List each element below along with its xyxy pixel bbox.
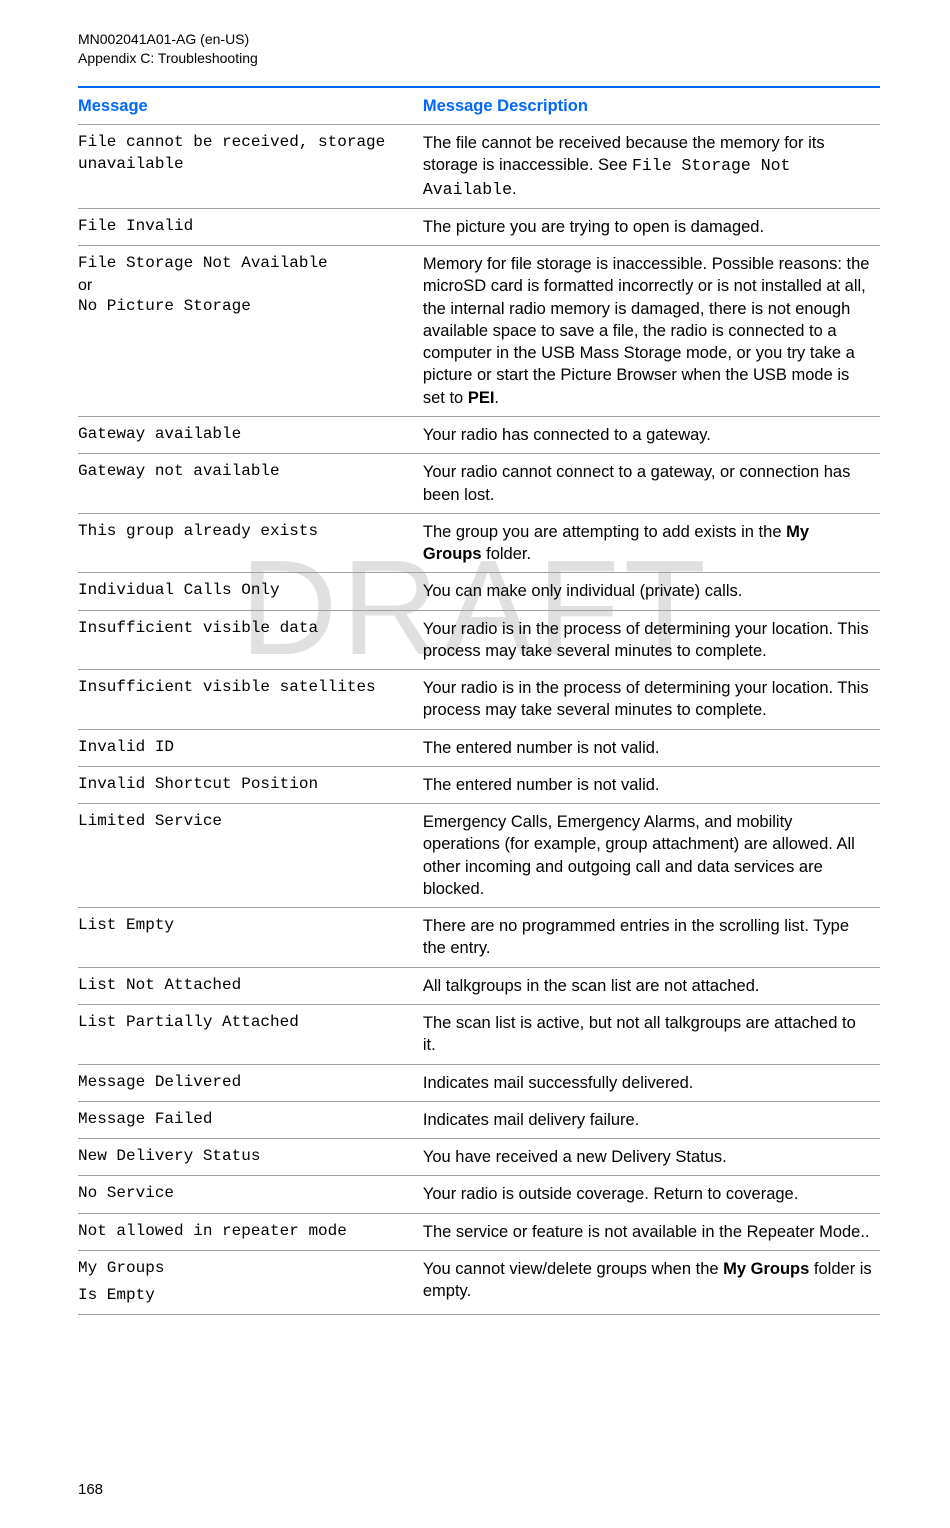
table-row: List Partially Attached The scan list is…: [78, 1005, 880, 1065]
table-row: This group already exists The group you …: [78, 513, 880, 573]
description-cell: Indicates mail delivery failure.: [423, 1101, 880, 1138]
message-cell: Gateway available: [78, 416, 423, 453]
message-cell: Message Failed: [78, 1101, 423, 1138]
message-cell: File Invalid: [78, 208, 423, 245]
doc-id: MN002041A01-AG (en-US): [78, 30, 880, 49]
message-cell: New Delivery Status: [78, 1139, 423, 1176]
description-cell: The scan list is active, but not all tal…: [423, 1005, 880, 1065]
message-text: File Storage Not Available: [78, 253, 415, 275]
description-cell: The entered number is not valid.: [423, 766, 880, 803]
table-row: Invalid ID The entered number is not val…: [78, 729, 880, 766]
appendix-title: Appendix C: Troubleshooting: [78, 49, 880, 68]
table-row: List Not Attached All talkgroups in the …: [78, 967, 880, 1004]
description-cell: The service or feature is not available …: [423, 1213, 880, 1250]
message-cell: Insufficient visible satellites: [78, 670, 423, 730]
page-content: MN002041A01-AG (en-US) Appendix C: Troub…: [78, 30, 880, 1315]
message-text: My Groups: [78, 1258, 415, 1280]
table-row: File cannot be received, storage unavail…: [78, 125, 880, 209]
description-cell: All talkgroups in the scan list are not …: [423, 967, 880, 1004]
or-text: or: [78, 275, 415, 297]
table-row: List Empty There are no programmed entri…: [78, 908, 880, 968]
table-row: Invalid Shortcut Position The entered nu…: [78, 766, 880, 803]
table-row: New Delivery Status You have received a …: [78, 1139, 880, 1176]
desc-text: Memory for file storage is inaccessible.…: [423, 255, 870, 407]
message-cell: Individual Calls Only: [78, 573, 423, 610]
page-number: 168: [78, 1481, 103, 1498]
troubleshooting-table: Message Message Description File cannot …: [78, 86, 880, 1315]
description-cell: You can make only individual (private) c…: [423, 573, 880, 610]
desc-text: You cannot view/delete groups when the: [423, 1260, 723, 1278]
description-cell: Emergency Calls, Emergency Alarms, and m…: [423, 804, 880, 908]
desc-text: .: [494, 389, 499, 407]
description-cell: Your radio is in the process of determin…: [423, 610, 880, 670]
description-cell: Your radio is in the process of determin…: [423, 670, 880, 730]
col-description: Message Description: [423, 87, 880, 125]
message-cell: List Partially Attached: [78, 1005, 423, 1065]
message-cell: Limited Service: [78, 804, 423, 908]
message-cell: Message Delivered: [78, 1064, 423, 1101]
table-row: Gateway available Your radio has connect…: [78, 416, 880, 453]
message-cell: Invalid ID: [78, 729, 423, 766]
message-cell: File cannot be received, storage unavail…: [78, 125, 423, 209]
table-row: No Service Your radio is outside coverag…: [78, 1176, 880, 1213]
description-cell: The group you are attempting to add exis…: [423, 513, 880, 573]
description-cell: Your radio has connected to a gateway.: [423, 416, 880, 453]
message-cell: My Groups Is Empty: [78, 1250, 423, 1314]
table-row: Gateway not available Your radio cannot …: [78, 454, 880, 514]
description-cell: The picture you are trying to open is da…: [423, 208, 880, 245]
message-cell: This group already exists: [78, 513, 423, 573]
table-row: Insufficient visible data Your radio is …: [78, 610, 880, 670]
description-cell: Memory for file storage is inaccessible.…: [423, 246, 880, 417]
description-cell: The entered number is not valid.: [423, 729, 880, 766]
description-cell: The file cannot be received because the …: [423, 125, 880, 209]
desc-text: .: [512, 180, 517, 198]
desc-bold: PEI: [468, 389, 495, 407]
message-cell: File Storage Not Available or No Picture…: [78, 246, 423, 417]
table-row: File Invalid The picture you are trying …: [78, 208, 880, 245]
page-header: MN002041A01-AG (en-US) Appendix C: Troub…: [78, 30, 880, 68]
desc-text: The group you are attempting to add exis…: [423, 523, 786, 541]
description-cell: You have received a new Delivery Status.: [423, 1139, 880, 1176]
description-cell: There are no programmed entries in the s…: [423, 908, 880, 968]
table-row: My Groups Is Empty You cannot view/delet…: [78, 1250, 880, 1314]
table-row: Limited Service Emergency Calls, Emergen…: [78, 804, 880, 908]
message-cell: Insufficient visible data: [78, 610, 423, 670]
desc-text: folder.: [482, 545, 532, 563]
message-text: Is Empty: [78, 1285, 415, 1307]
table-row: Not allowed in repeater mode The service…: [78, 1213, 880, 1250]
table-row: File Storage Not Available or No Picture…: [78, 246, 880, 417]
table-row: Message Delivered Indicates mail success…: [78, 1064, 880, 1101]
table-row: Individual Calls Only You can make only …: [78, 573, 880, 610]
message-cell: List Not Attached: [78, 967, 423, 1004]
description-cell: You cannot view/delete groups when the M…: [423, 1250, 880, 1314]
table-row: Message Failed Indicates mail delivery f…: [78, 1101, 880, 1138]
description-cell: Indicates mail successfully delivered.: [423, 1064, 880, 1101]
message-cell: No Service: [78, 1176, 423, 1213]
message-cell: Gateway not available: [78, 454, 423, 514]
message-cell: Invalid Shortcut Position: [78, 766, 423, 803]
desc-bold: My Groups: [723, 1260, 809, 1278]
table-header-row: Message Message Description: [78, 87, 880, 125]
message-cell: List Empty: [78, 908, 423, 968]
col-message: Message: [78, 87, 423, 125]
description-cell: Your radio cannot connect to a gateway, …: [423, 454, 880, 514]
table-row: Insufficient visible satellites Your rad…: [78, 670, 880, 730]
description-cell: Your radio is outside coverage. Return t…: [423, 1176, 880, 1213]
message-cell: Not allowed in repeater mode: [78, 1213, 423, 1250]
message-text: No Picture Storage: [78, 296, 415, 318]
